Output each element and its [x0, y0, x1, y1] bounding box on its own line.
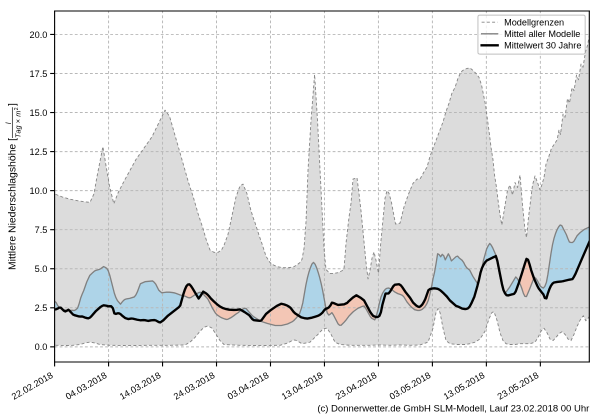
- svg-text:2.5: 2.5: [35, 303, 48, 313]
- svg-text:0.0: 0.0: [35, 342, 48, 352]
- svg-text:Mittel aller Modelle: Mittel aller Modelle: [504, 29, 580, 39]
- svg-text:20.0: 20.0: [30, 30, 48, 40]
- svg-text:7.5: 7.5: [35, 225, 48, 235]
- svg-text:10.0: 10.0: [30, 186, 48, 196]
- svg-text:Modellgrenzen: Modellgrenzen: [504, 17, 564, 27]
- svg-text:12.5: 12.5: [30, 147, 48, 157]
- svg-text:5.0: 5.0: [35, 264, 48, 274]
- svg-text:Mittelwert 30 Jahre: Mittelwert 30 Jahre: [504, 41, 581, 51]
- svg-text:17.5: 17.5: [30, 69, 48, 79]
- svg-text:15.0: 15.0: [30, 108, 48, 118]
- svg-text:M i t t: M i t t l e r e N i e d e r s c h l a g …: [0, 97, 26, 270]
- svg-text:(c) Donnerwetter.de GmbH SLM-M: (c) Donnerwetter.de GmbH SLM-Modell, Lau…: [317, 404, 589, 415]
